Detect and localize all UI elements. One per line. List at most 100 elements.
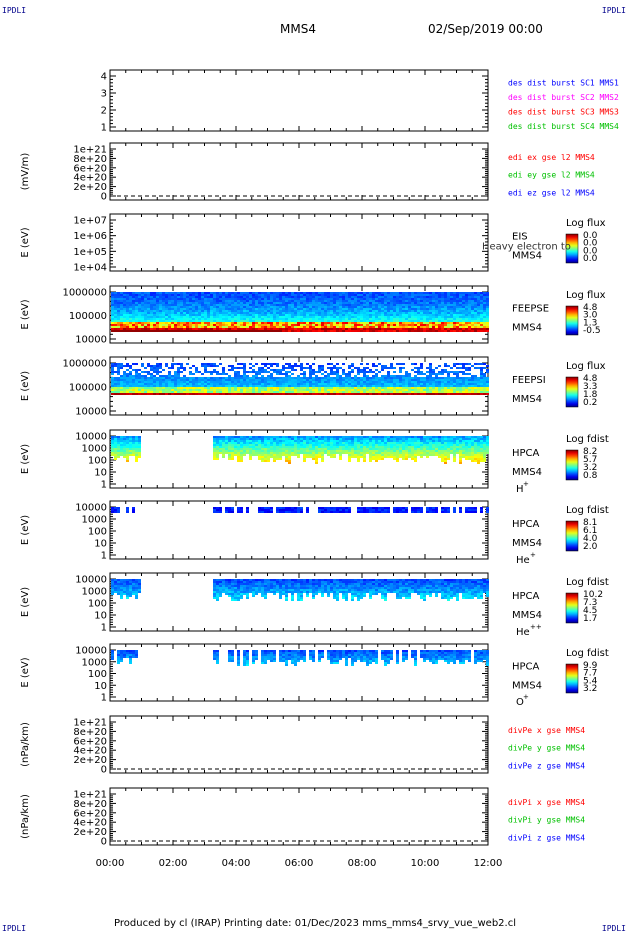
spectrogram-hpca_hepp <box>111 579 489 601</box>
panel-eis <box>109 213 579 272</box>
corner-label-bottom-left: IPDLI <box>2 924 27 933</box>
spectrogram-feepse <box>111 292 489 332</box>
legend-entry: divPe y gse MMS4 <box>508 744 585 753</box>
y-tick-label: 10 <box>94 539 107 550</box>
colorbar-title: Log fdist <box>566 577 609 588</box>
y-tick-label: 1e+07 <box>73 216 107 227</box>
legend-entry: des dist burst SC4 MMS4 <box>508 122 619 131</box>
y-tick-label: 10 <box>94 681 107 692</box>
legend-entry: divPe x gse MMS4 <box>508 726 585 735</box>
colorbar-tick-label: 7.7 <box>583 669 597 679</box>
instrument-label: HPCA <box>512 448 540 459</box>
y-axis-label: E (eV) <box>20 657 31 687</box>
y-tick-label: 100 <box>88 669 107 680</box>
spacecraft-label: MMS4 <box>512 538 542 549</box>
colorbar-title: Log flux <box>566 361 606 372</box>
x-tick-label: 02:00 <box>159 858 188 869</box>
colorbar-tick-label: 6.1 <box>583 526 597 536</box>
panel-des_dist_burst <box>109 69 489 132</box>
colorbar-tick-label: 8.1 <box>583 518 597 528</box>
footer-text: Produced by cl (IRAP) Printing date: 01/… <box>114 918 516 929</box>
datetime-title: 02/Sep/2019 00:00 <box>428 22 543 36</box>
y-tick-label: 10 <box>94 611 107 622</box>
y-tick-label: 10000 <box>75 335 107 346</box>
colorbar <box>565 520 579 552</box>
colorbar-tick-label: 0.2 <box>583 398 597 408</box>
y-tick-label: 1 <box>101 623 107 634</box>
y-axis-label: E (eV) <box>20 371 31 401</box>
y-tick-label: 6e+20 <box>73 808 107 819</box>
y-axis-label: (mV/m) <box>20 153 31 191</box>
y-tick-label: 4e+20 <box>73 818 107 829</box>
colorbar-tick-label: 2.0 <box>583 542 598 552</box>
x-tick-label: 08:00 <box>348 858 377 869</box>
y-tick-label: 100000 <box>69 311 107 322</box>
y-tick-label: 100 <box>88 527 107 538</box>
colorbar-tick-label: -0.5 <box>583 326 601 336</box>
colorbar-tick-label: 1.3 <box>583 318 597 328</box>
legend-entry: divPi y gse MMS4 <box>508 816 585 825</box>
colorbar-tick-label: 4.8 <box>583 303 598 313</box>
colorbar-tick-label: 0.0 <box>583 239 598 249</box>
y-tick-label: 1000000 <box>62 288 107 299</box>
colorbar <box>565 233 579 264</box>
x-tick-label: 04:00 <box>222 858 251 869</box>
y-tick-label: 10000 <box>75 407 107 418</box>
panel-hpca_o <box>109 643 579 702</box>
legend-entry: edi ez gse l2 MMS4 <box>508 189 595 198</box>
legend-entry: des dist burst SC3 MMS3 <box>508 107 619 116</box>
panel-frame <box>109 69 489 132</box>
colorbar-tick-label: 3.0 <box>583 311 598 321</box>
colorbar-tick-label: 4.8 <box>583 374 598 384</box>
spacecraft-label: MMS4 <box>512 680 542 691</box>
y-tick-label: 1 <box>101 551 107 562</box>
corner-label-top-left: IPDLI <box>2 6 27 15</box>
y-tick-label: 2e+20 <box>73 182 107 193</box>
colorbar <box>565 449 579 481</box>
spacecraft-label: MMS4 <box>512 467 542 478</box>
y-tick-label: 1e+21 <box>73 790 107 801</box>
panel-hpca_he <box>109 500 579 560</box>
species-label: H <box>516 484 524 495</box>
legend-entry: edi ey gse l2 MMS4 <box>508 171 595 180</box>
panel-frame <box>109 715 489 774</box>
colorbar-title: Log fdist <box>566 434 609 445</box>
colorbar-tick-label: 5.7 <box>583 455 597 465</box>
colorbar-title: Log flux <box>566 290 606 301</box>
y-tick-label: 1e+04 <box>73 263 107 274</box>
colorbar <box>565 305 579 336</box>
colorbar-tick-label: 9.9 <box>583 661 598 671</box>
colorbar-tick-label: 3.2 <box>583 684 597 694</box>
panel-feepse <box>109 285 579 344</box>
spectrogram-hpca_o <box>111 650 489 666</box>
panel-divpi <box>109 787 489 846</box>
spacecraft-label: MMS4 <box>512 250 542 261</box>
spacecraft-label: MMS4 <box>512 610 542 621</box>
colorbar-tick-label: 4.0 <box>583 534 598 544</box>
species-label: O <box>516 697 524 708</box>
legend-entry: des dist burst SC1 MMS1 <box>508 78 619 87</box>
legend-entry: divPi x gse MMS4 <box>508 798 585 807</box>
y-axis-label: (nPa/km) <box>20 722 31 767</box>
y-tick-label: 100 <box>88 599 107 610</box>
y-tick-label: 6e+20 <box>73 163 107 174</box>
x-tick-label: 06:00 <box>285 858 314 869</box>
colorbar-tick-label: 0.8 <box>583 471 598 481</box>
y-axis-label: (nPa/km) <box>20 794 31 839</box>
y-tick-label: 2 <box>101 106 107 117</box>
instrument-label: HPCA <box>512 519 540 530</box>
spacecraft-label: MMS4 <box>512 394 542 405</box>
y-axis-label: E (eV) <box>20 587 31 617</box>
y-tick-label: 1 <box>101 693 107 704</box>
charge-label: + <box>523 693 529 701</box>
y-tick-label: 2e+20 <box>73 827 107 838</box>
y-tick-label: 100 <box>88 456 107 467</box>
y-tick-label: 1e+06 <box>73 231 107 242</box>
y-tick-label: 8e+20 <box>73 154 107 165</box>
panel-frame <box>109 142 489 201</box>
colorbar <box>565 592 579 624</box>
y-tick-label: 6e+20 <box>73 736 107 747</box>
colorbar-tick-label: 7.3 <box>583 598 597 608</box>
y-axis-label: E (eV) <box>20 444 31 474</box>
